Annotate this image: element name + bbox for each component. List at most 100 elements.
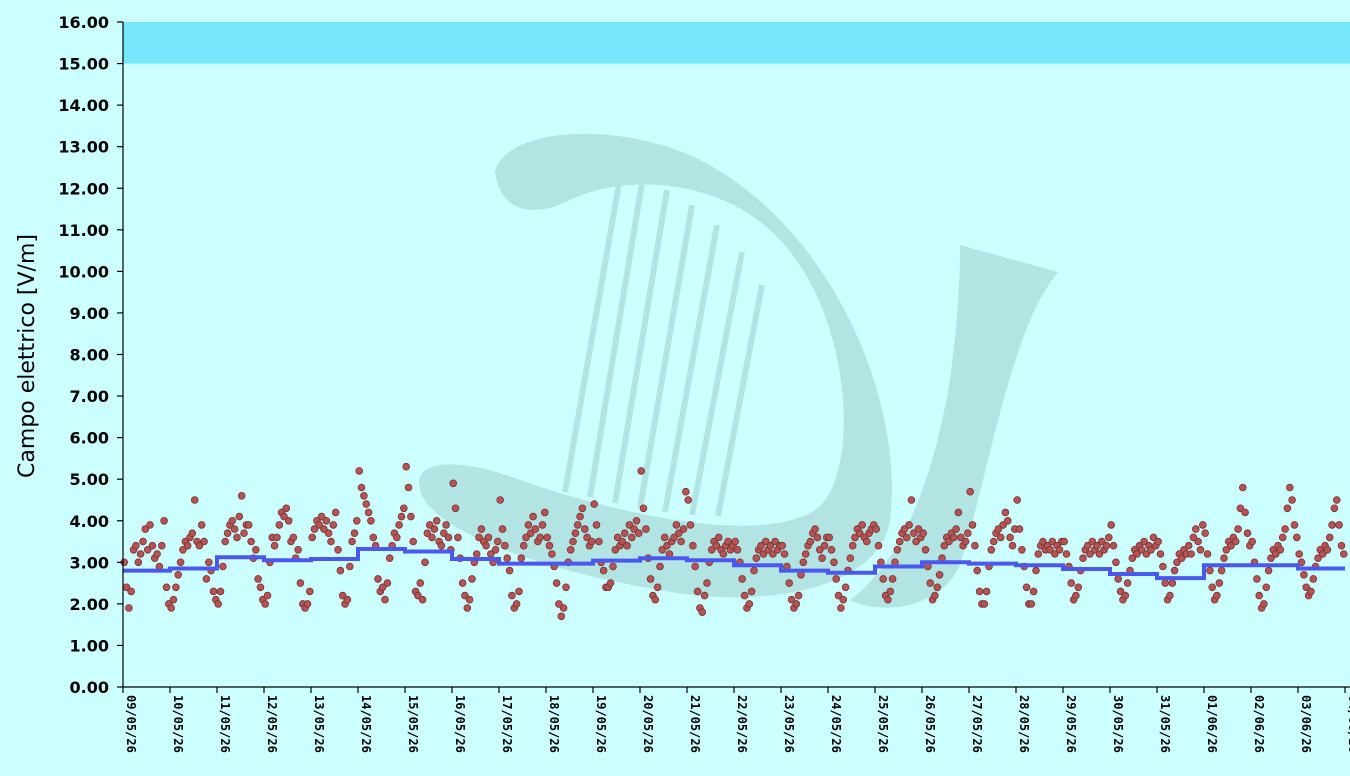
data-point <box>698 608 707 616</box>
data-point <box>1079 554 1087 562</box>
data-point <box>830 558 838 567</box>
data-point <box>136 550 145 558</box>
data-point <box>219 562 227 571</box>
data-point <box>926 579 934 587</box>
data-point <box>228 516 237 525</box>
data-point <box>439 529 448 537</box>
data-point <box>475 533 483 542</box>
data-point <box>1112 558 1120 567</box>
data-point <box>1231 537 1240 546</box>
data-point <box>543 533 551 542</box>
data-point <box>1255 591 1263 600</box>
data-point <box>505 566 514 575</box>
data-point <box>1003 516 1012 525</box>
data-point <box>907 496 916 504</box>
data-point <box>329 521 338 529</box>
data-point <box>1217 566 1226 575</box>
data-point <box>557 612 566 621</box>
y-axis-label: Campo elettrico [V/m] <box>15 234 40 478</box>
x-tick-label: 19/05/26 <box>594 695 608 753</box>
data-point <box>143 545 152 554</box>
data-point <box>132 541 140 550</box>
data-point <box>1302 583 1310 592</box>
data-point <box>780 550 789 558</box>
data-point <box>609 562 617 571</box>
y-tick-label: 11.00 <box>58 221 109 240</box>
data-point <box>1271 550 1280 558</box>
data-point <box>1260 600 1268 608</box>
data-point <box>125 604 133 612</box>
x-tick-label: 21/05/26 <box>688 695 702 753</box>
data-point <box>1060 537 1068 546</box>
data-point <box>244 521 253 529</box>
y-tick-label: 0.00 <box>70 678 109 697</box>
x-tick-label: 22/05/26 <box>735 695 749 753</box>
data-point <box>879 575 887 583</box>
data-point <box>449 479 458 488</box>
data-point <box>1239 483 1247 492</box>
data-point <box>338 591 347 600</box>
data-point <box>618 537 627 546</box>
data-point <box>451 504 460 513</box>
x-tick-label: 24/05/26 <box>829 695 843 753</box>
data-point <box>1093 541 1101 550</box>
data-point <box>576 512 584 521</box>
data-point <box>839 595 848 604</box>
x-tick-label: 04/06/26 <box>1346 695 1350 753</box>
data-point <box>1121 591 1130 600</box>
data-point <box>1335 521 1343 529</box>
data-point <box>1208 583 1216 592</box>
data-point <box>230 525 239 533</box>
data-point <box>221 537 230 546</box>
data-point <box>169 595 178 604</box>
data-point <box>569 537 577 546</box>
data-point <box>583 533 591 542</box>
data-point <box>233 533 241 542</box>
data-point <box>1333 496 1341 504</box>
data-point <box>1159 562 1167 571</box>
data-point <box>1262 583 1271 592</box>
data-point <box>195 541 204 550</box>
data-point <box>1220 554 1228 562</box>
data-point <box>846 554 855 562</box>
data-point <box>940 541 949 550</box>
data-point <box>1008 541 1017 550</box>
data-point <box>1325 533 1334 542</box>
data-point <box>538 521 547 529</box>
data-point <box>813 533 822 542</box>
y-tick-label: 1.00 <box>70 636 109 655</box>
data-point <box>691 562 699 571</box>
data-point <box>656 562 664 571</box>
x-tick-label: 12/05/26 <box>265 695 279 753</box>
data-point <box>364 508 373 517</box>
data-point <box>1062 550 1071 558</box>
data-point <box>595 537 603 546</box>
data-point <box>1187 550 1195 558</box>
data-point <box>294 545 302 554</box>
data-point <box>308 533 317 542</box>
data-point <box>827 545 836 554</box>
data-point <box>240 529 248 537</box>
data-point <box>820 541 829 550</box>
y-tick-label: 12.00 <box>58 179 109 198</box>
data-point <box>799 558 808 567</box>
data-point <box>317 512 326 521</box>
data-point <box>994 525 1003 533</box>
data-point <box>362 500 371 508</box>
data-point <box>1213 591 1221 600</box>
data-point <box>1142 550 1151 558</box>
x-tick-label: 28/05/26 <box>1017 695 1031 753</box>
data-point <box>832 575 840 583</box>
data-point <box>902 533 911 542</box>
data-point <box>261 600 270 608</box>
data-point <box>214 600 223 608</box>
data-point <box>630 525 638 533</box>
data-point <box>966 487 974 496</box>
data-point <box>348 537 356 546</box>
data-point <box>179 545 187 554</box>
y-tick-label: 4.00 <box>70 512 109 531</box>
x-tick-label: 29/05/26 <box>1064 695 1078 753</box>
data-point <box>684 496 692 504</box>
